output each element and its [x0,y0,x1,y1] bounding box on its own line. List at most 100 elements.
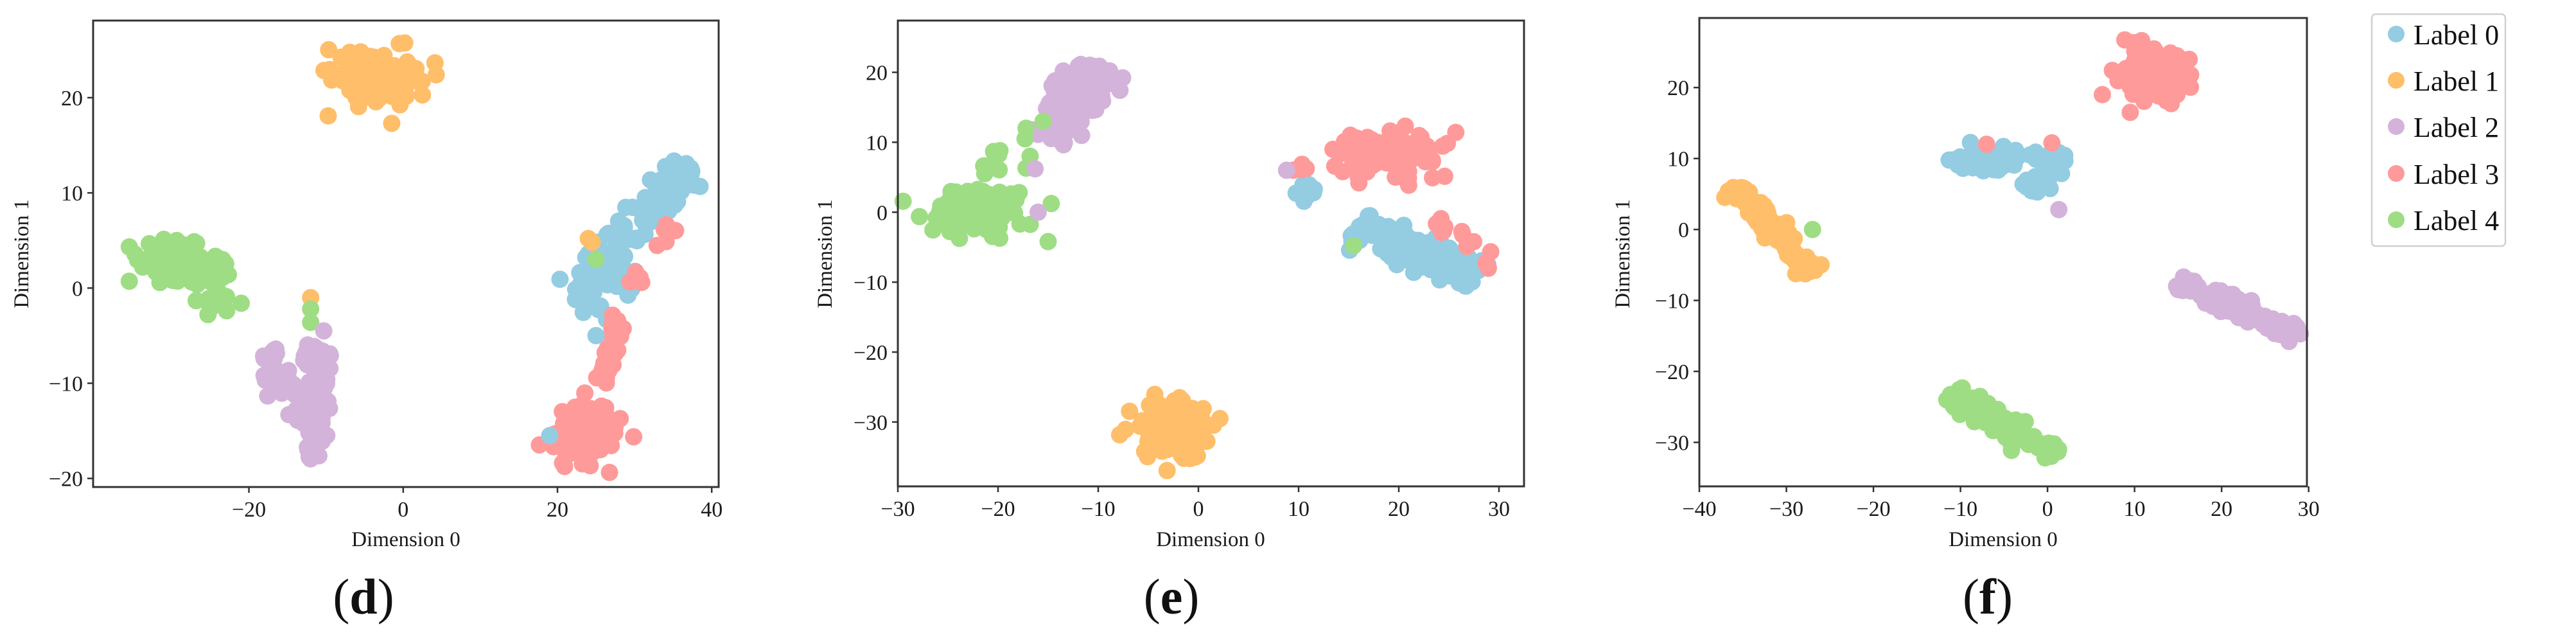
y-tick-label: −30 [854,411,888,435]
data-point [1480,260,1497,277]
data-point [911,208,929,226]
data-point [611,328,629,346]
data-point [1292,161,1310,179]
data-point [295,414,313,432]
data-point [2270,316,2288,334]
data-point [2182,66,2200,84]
data-point [966,209,984,227]
data-point [1042,130,1060,148]
data-point [974,193,992,211]
data-point [256,371,274,389]
data-point [1433,224,1450,242]
data-point [2049,440,2067,458]
data-point [2004,422,2022,440]
data-point [1437,257,1455,275]
x-tick-label: 20 [547,498,568,522]
data-point [1072,55,1090,73]
data-point [135,254,153,272]
data-point [1050,110,1068,128]
data-point [1988,411,2006,429]
x-tick-label: 0 [1193,497,1204,521]
x-axis-label: Dimension 0 [351,528,460,551]
data-point [611,410,629,428]
y-axis-ticks: −30 −20 −10 0 10 20 [1655,76,1699,456]
data-point [587,326,605,344]
data-point [1757,221,1775,239]
data-point [2243,292,2261,310]
y-tick-label: 20 [866,62,888,85]
x-tick-label: −10 [1943,497,1977,521]
data-point [1016,130,1034,148]
data-point [541,427,559,445]
data-point [315,379,333,397]
panel-caption: (d) [333,569,394,625]
data-point [1003,196,1020,214]
data-point [302,314,320,332]
data-point [653,180,671,197]
y-axis-label: Dimension 1 [1611,199,1634,308]
data-point [347,55,365,73]
data-point [1740,204,1757,222]
data-point [173,257,191,274]
legend-marker-icon [2388,26,2405,42]
data-point [1180,405,1198,422]
data-point [1158,461,1176,479]
data-point [1421,254,1439,272]
y-tick-label: 0 [877,201,888,225]
x-tick-label: 30 [2298,497,2320,521]
x-axis-label: Dimension 0 [1156,528,1265,551]
y-axis-label: Dimension 1 [814,199,837,308]
data-point [1343,140,1361,158]
y-tick-label: 20 [1667,76,1689,100]
data-point [604,306,622,324]
data-point [591,407,609,425]
x-tick-label: −30 [1769,497,1803,521]
data-point [1433,137,1451,155]
data-point [206,271,223,289]
data-point [2008,145,2026,163]
data-point [985,152,1003,170]
x-tick-label: 30 [1488,497,1510,521]
data-point [426,54,444,72]
data-point [1302,178,1320,196]
panel-e: −30 −20 −10 0 10 20 30 −30 −20 −10 0 10 20 Dimensio… [814,19,1525,625]
x-axis-ticks: −20 0 20 40 [232,487,723,522]
data-point [2043,134,2061,152]
scatter-points [894,55,1500,479]
x-axis-ticks: −30 −20 −10 0 10 20 30 [881,486,1510,521]
y-tick-label: −10 [1655,290,1689,314]
panel-caption: (e) [1144,569,1200,625]
x-tick-label: 0 [398,498,408,522]
data-point [572,423,590,441]
data-point [2150,87,2168,105]
data-point [600,463,618,481]
data-point [625,428,643,446]
data-point [1482,243,1500,261]
y-tick-label: 10 [61,182,83,206]
data-point [198,293,216,311]
data-point [211,285,229,303]
data-point [1046,82,1064,100]
data-point [2207,289,2225,307]
data-point [1378,222,1396,240]
data-point [1093,64,1111,82]
data-point [2187,278,2204,296]
data-point [591,297,609,315]
data-point [1388,256,1406,274]
data-point [982,213,1000,230]
axes-frame [1698,17,2308,488]
data-point [1945,152,1963,170]
y-tick-label: 10 [1667,148,1689,172]
data-point [2094,85,2111,103]
data-point [1357,226,1375,244]
x-tick-label: −20 [1856,497,1890,521]
data-point [627,229,645,247]
data-point [383,114,401,132]
data-point [1277,161,1295,179]
data-point [308,359,326,377]
data-point [1458,238,1476,256]
data-point [360,78,378,96]
data-point [1412,128,1430,146]
legend-marker-icon [2388,118,2405,135]
data-point [1953,385,1971,403]
